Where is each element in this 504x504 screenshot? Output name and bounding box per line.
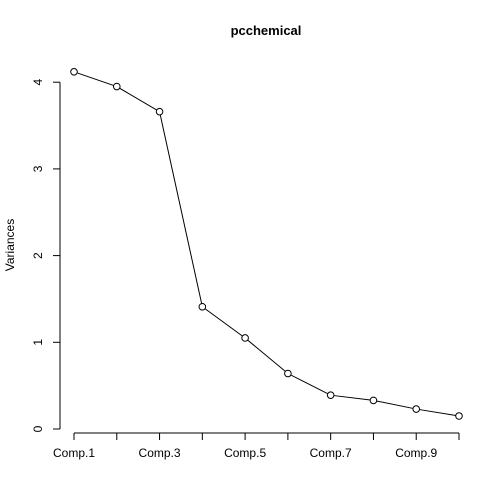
y-tick-label: 4	[31, 79, 45, 86]
x-tick-label: Comp.3	[139, 446, 181, 460]
data-point	[455, 412, 463, 420]
y-axis-label: Variances	[3, 219, 17, 271]
x-axis: Comp.1 Comp.3 Comp.5 Comp.7 Comp.9	[53, 432, 460, 460]
data-point	[155, 107, 164, 116]
data-point	[241, 334, 249, 342]
y-tick-label: 2	[31, 252, 45, 259]
data-point	[412, 405, 421, 413]
data-point	[70, 67, 78, 76]
data-point	[326, 391, 335, 399]
x-tick-label: Comp.9	[395, 446, 437, 460]
data-point	[284, 369, 292, 378]
x-tick-label: Comp.1	[53, 446, 95, 460]
data-point	[198, 302, 207, 311]
data-point	[369, 396, 378, 405]
y-axis: 0 1 2 3 4	[31, 79, 61, 432]
variance-series	[70, 67, 463, 420]
y-tick-label: 0	[31, 425, 45, 432]
variance-line	[73, 71, 460, 417]
data-point	[112, 82, 121, 91]
x-tick-label: Comp.5	[224, 446, 266, 460]
chart-title: pcchemical	[231, 23, 302, 38]
x-tick-label: Comp.7	[310, 446, 352, 460]
y-tick-label: 1	[31, 339, 45, 346]
y-tick-label: 3	[31, 165, 45, 172]
